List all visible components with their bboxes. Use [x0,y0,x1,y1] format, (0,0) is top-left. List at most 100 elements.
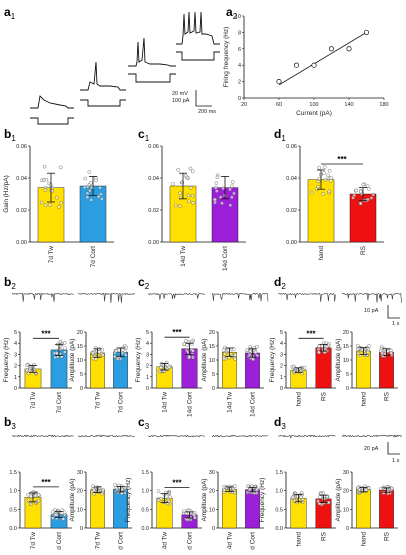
data-point [182,342,187,346]
significance-stars: *** [41,478,51,487]
data-point [222,487,226,492]
bar [379,489,394,529]
y-tick-label: 10 [343,358,349,364]
step-2 [80,99,126,107]
significance-stars: *** [172,479,182,488]
data-point [91,351,95,355]
data-point [213,186,218,190]
chart-c1: 0.00 0.02 0.04 0.06 14d Tw 14d Cort [148,144,246,271]
data-point [323,177,328,182]
y-tick-label: 4 [280,341,283,347]
data-point [57,205,61,209]
y-tick-label: 0 [238,96,241,102]
data-point [59,200,63,205]
y-tick-label: 5 [346,372,349,378]
category-label: RS [384,531,391,541]
data-point [318,495,322,499]
y-tick-label: 0.00 [148,240,159,246]
data-point [98,186,102,190]
category-label: 14d Tw [227,392,234,413]
x-tick-label: 180 [379,102,388,108]
y-tick-label: 0.5 [141,507,149,513]
scale-s-label: 1 s [392,321,400,327]
data-point [123,486,128,490]
d3-scale-bar: 20 pA 1 s [364,442,400,464]
category-label: 14d Cort [187,392,194,417]
trace-3 [128,37,176,67]
y-tick-label: 0.06 [148,144,159,150]
y-axis-label: Amplitude (pA) [69,479,76,522]
trace-4 [176,11,220,45]
panel-label-c2: c2 [138,275,150,291]
y-tick-label: 0.06 [16,144,27,150]
data-point [319,491,324,496]
data-point [97,350,102,354]
data-point [180,180,185,185]
trace-c3-cort [211,434,269,438]
data-point [85,185,90,189]
data-point [26,492,31,497]
data-point [87,170,92,174]
y-axis-label: Frequency (Hz) [259,478,266,523]
category-label: 14d Cort [250,392,257,417]
category-label: hand [296,532,303,547]
scale-pa-label: 20 pA [364,446,379,452]
data-point [390,486,394,491]
y-tick-label: 2 [280,364,283,370]
data-point [220,201,224,206]
x-axis-label: Current (pA) [296,110,332,117]
y-tick-label: 0.02 [148,208,159,214]
y-tick-label: 6 [238,47,241,53]
scale-pa-label: 100 pA [172,98,190,104]
y-tick-label: 1.5 [141,470,149,476]
x-tick-label: 100 [309,102,318,108]
panel-label-c1: c1 [138,127,150,143]
data-point [88,188,92,193]
data-point [120,487,125,492]
y-tick-label: 3 [14,352,17,358]
category-label: RS [384,391,391,401]
category-label: hand [296,392,303,407]
y-tick-label: 10 [77,358,83,364]
data-point [233,353,237,357]
data-point [123,353,128,357]
data-point [317,165,322,170]
scale-ms-label: 200 ms [198,109,216,115]
data-point [359,190,363,194]
data-point [54,513,59,517]
scale-pa-label: 10 pA [364,308,379,314]
significance-stars: *** [172,328,182,337]
data-point [228,187,232,192]
chart-b1: 0.00 0.02 0.04 0.06 Gain (Hz/pA) 7d Tw 7d Cort [3,144,114,267]
data-point [92,488,96,493]
chart-d2f: 0 1 2 3 4 5 Frequency (Hz) hand RS *** [269,329,336,406]
y-tick-label: 20 [77,330,83,336]
data-point [230,184,234,189]
data-point [100,197,104,201]
data-point [156,498,161,503]
category-label: hand [318,246,325,261]
y-axis-label: Gain (Hz/pA) [3,175,10,213]
y-tick-label: 2 [146,364,149,370]
data-point [96,194,101,199]
data-point [361,182,366,187]
step-1 [30,117,74,125]
trace-d2-hand [277,292,336,302]
data-point [366,197,370,202]
trace-b2-cort [77,292,135,304]
trace-b3-tw [11,434,74,438]
y-tick-label: 0 [346,386,349,392]
category-label: 14d Tw [180,246,187,267]
y-tick-label: 5 [146,330,149,336]
data-point [42,164,47,169]
data-point [159,496,163,501]
data-point [255,353,260,358]
data-point [228,203,233,208]
y-tick-label: 0.00 [286,240,297,246]
y-tick-label: 20 [209,330,215,336]
